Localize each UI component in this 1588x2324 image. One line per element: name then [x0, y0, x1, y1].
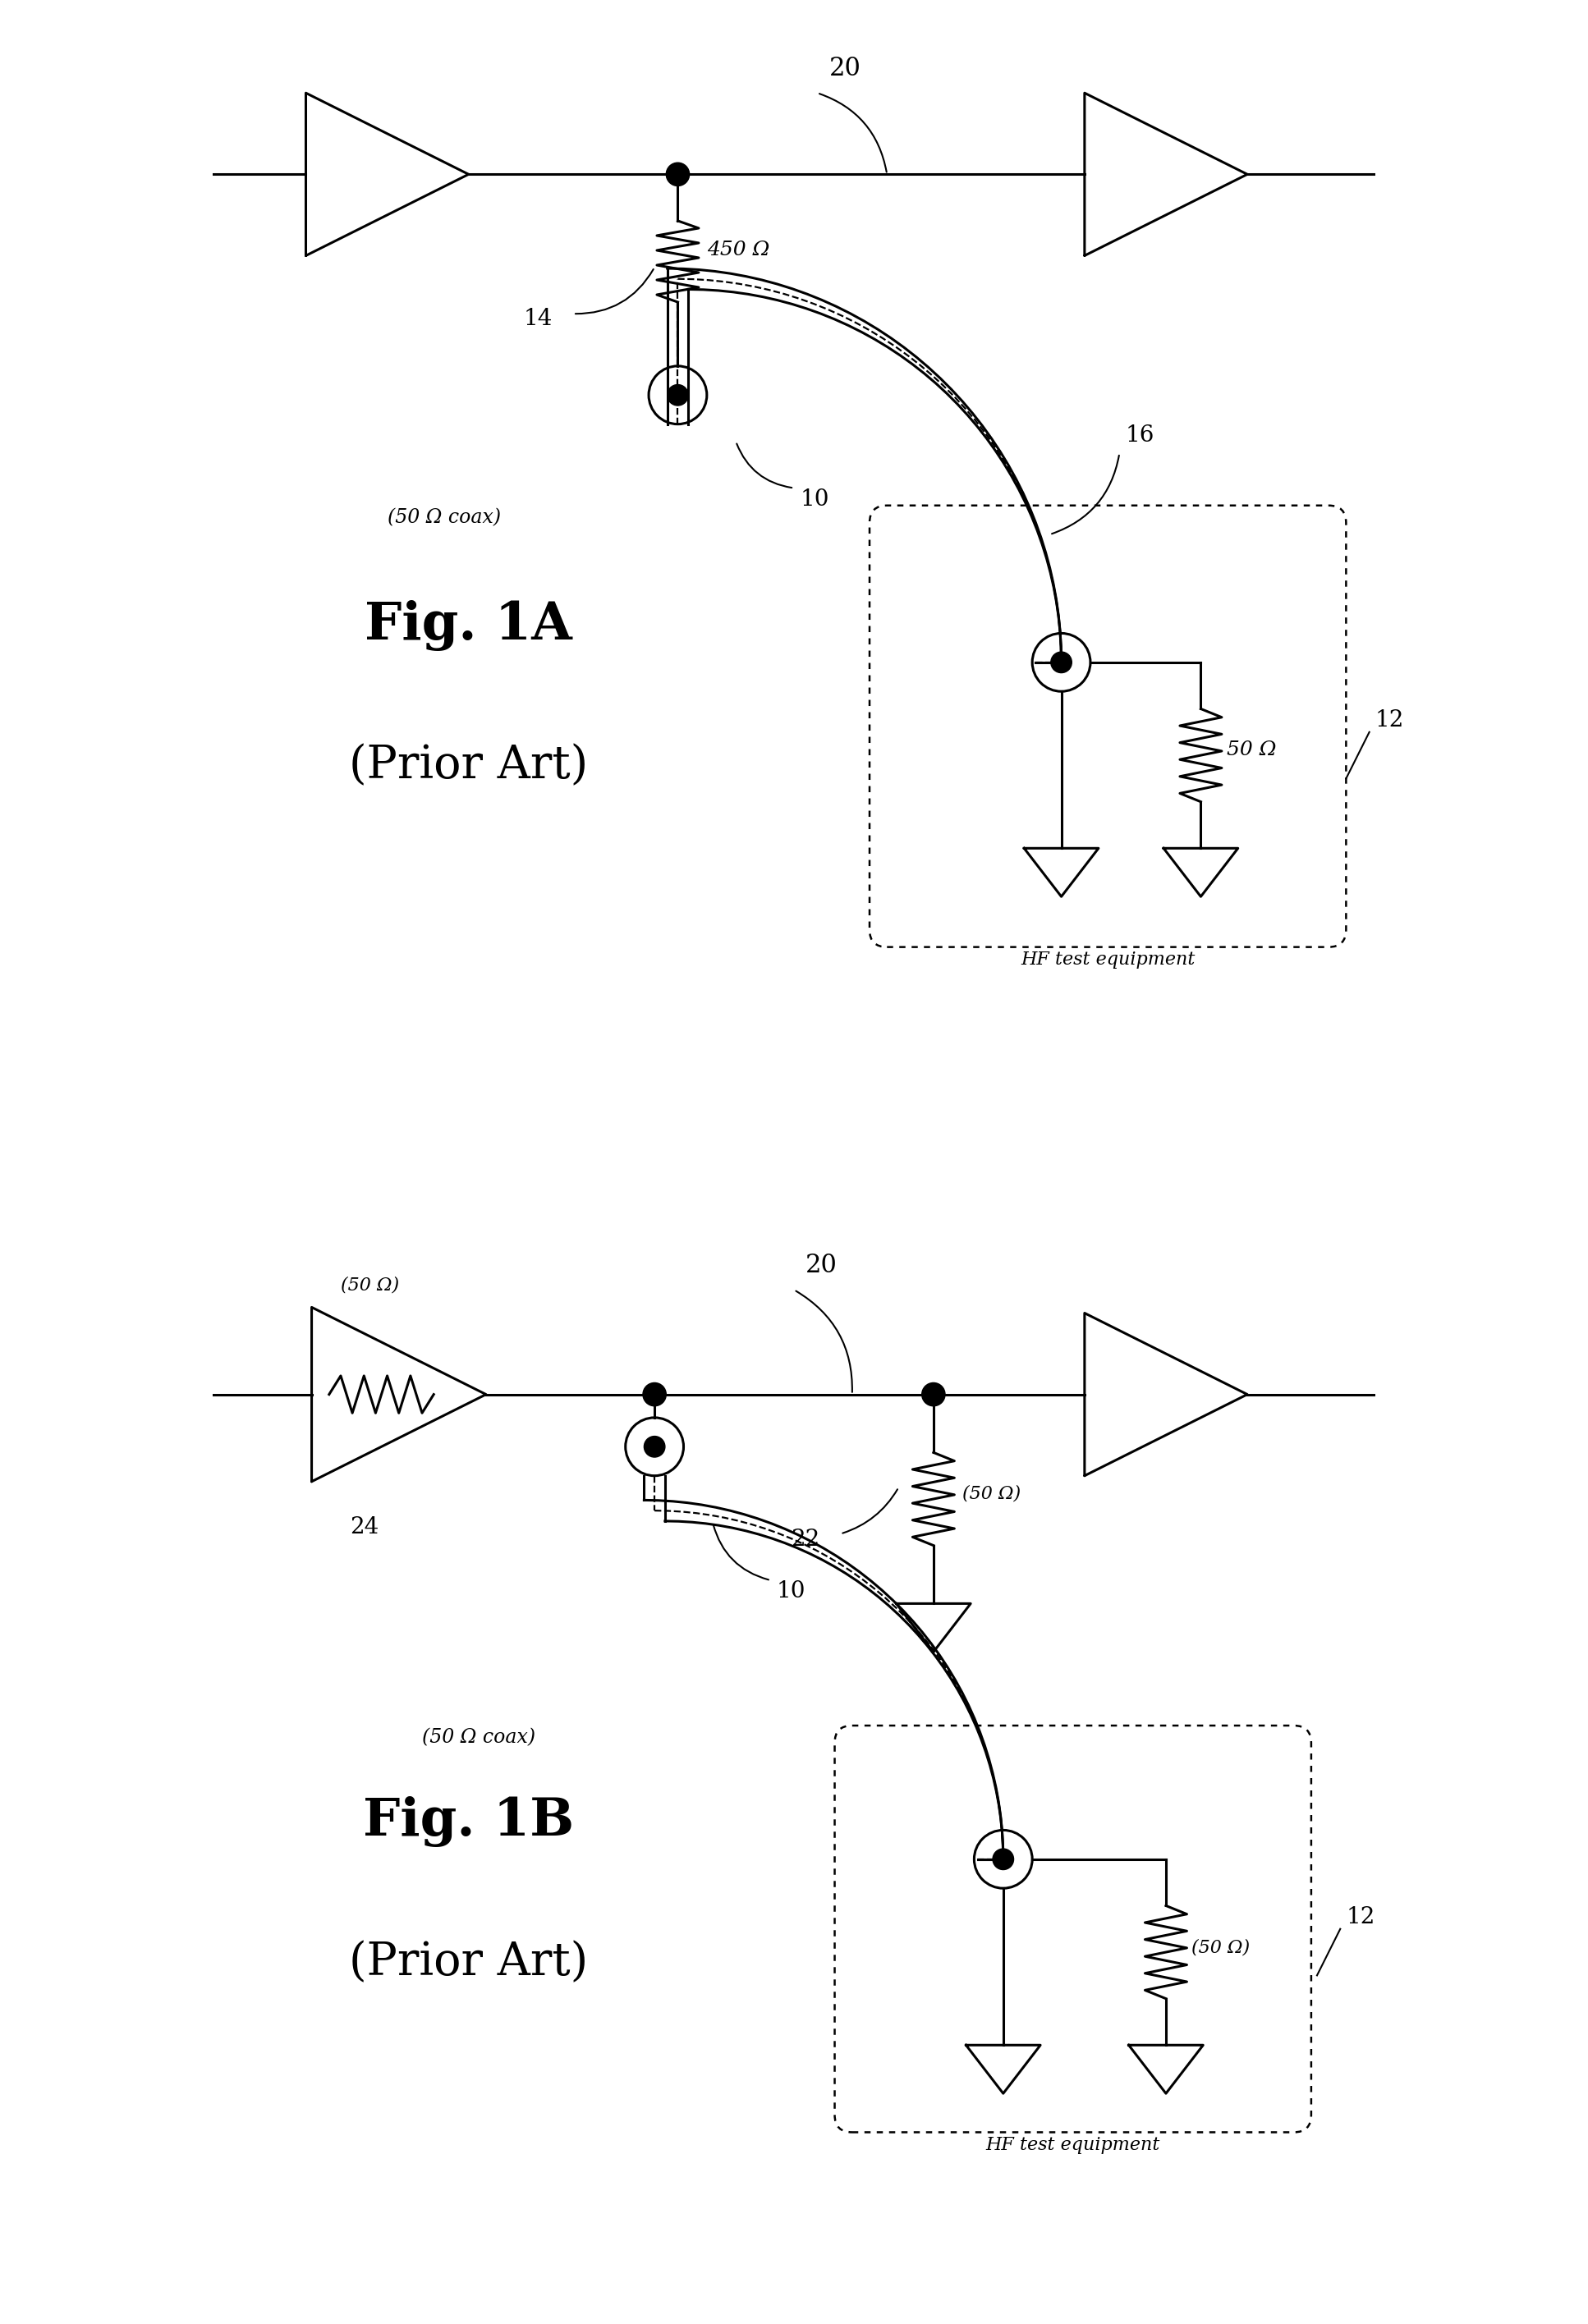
Text: 12: 12: [1375, 709, 1404, 732]
Circle shape: [665, 163, 689, 186]
Text: 20: 20: [829, 56, 861, 81]
Text: HF test equipment: HF test equipment: [1021, 951, 1196, 969]
Text: 14: 14: [524, 309, 553, 330]
Text: (50 Ω): (50 Ω): [1191, 1938, 1250, 1957]
Text: 450 Ω: 450 Ω: [707, 242, 770, 260]
Text: 10: 10: [777, 1580, 805, 1604]
Text: (Prior Art): (Prior Art): [349, 1941, 588, 1985]
Text: Fig. 1B: Fig. 1B: [364, 1796, 575, 1848]
Text: 24: 24: [349, 1518, 378, 1538]
Text: 22: 22: [791, 1529, 819, 1550]
Text: 50 Ω: 50 Ω: [1226, 741, 1277, 760]
Circle shape: [667, 383, 688, 407]
Text: 20: 20: [805, 1253, 837, 1278]
Text: 12: 12: [1347, 1906, 1375, 1929]
Text: Fig. 1A: Fig. 1A: [365, 600, 572, 651]
Text: 10: 10: [800, 488, 829, 511]
Circle shape: [992, 1850, 1013, 1868]
Text: 16: 16: [1126, 425, 1154, 446]
Circle shape: [645, 1436, 665, 1457]
Text: (50 Ω): (50 Ω): [340, 1276, 399, 1294]
Text: HF test equipment: HF test equipment: [986, 2136, 1161, 2154]
Circle shape: [643, 1383, 665, 1406]
Text: (50 Ω): (50 Ω): [962, 1485, 1021, 1504]
Circle shape: [923, 1383, 945, 1406]
Text: (50 Ω coax): (50 Ω coax): [387, 509, 500, 528]
Text: (50 Ω coax): (50 Ω coax): [422, 1729, 535, 1748]
Text: (Prior Art): (Prior Art): [349, 744, 588, 788]
Circle shape: [1051, 653, 1072, 674]
